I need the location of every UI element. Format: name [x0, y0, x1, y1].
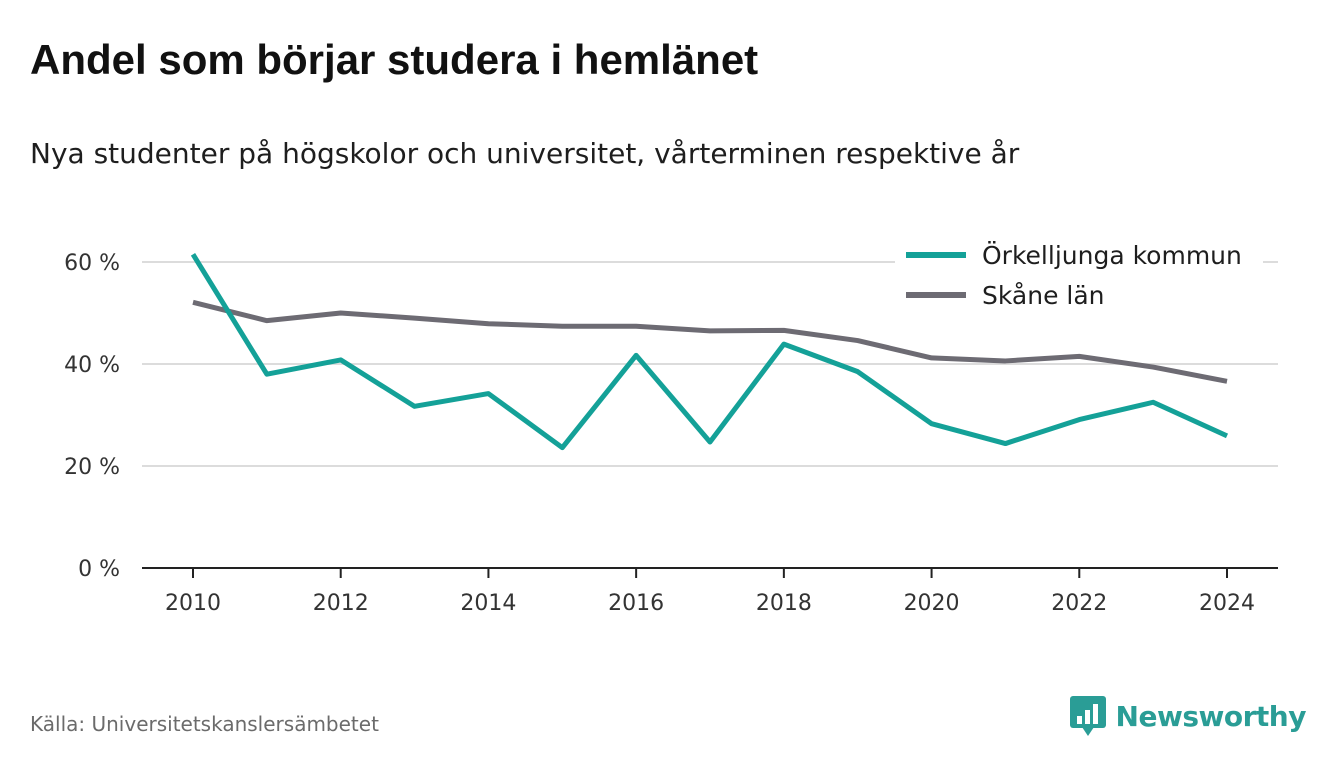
chart-title: Andel som börjar studera i hemlänet [30, 36, 759, 83]
series-line [190, 253, 1229, 451]
x-axis: 2010 2012 2014 2016 2018 2020 2022 2024 [142, 567, 1278, 616]
x-tick-label: 2024 [1199, 591, 1255, 616]
y-tick-label: 20 % [64, 455, 120, 480]
series-lines [190, 253, 1229, 451]
brand-name: Newsworthy [1115, 699, 1307, 733]
x-tick-label: 2010 [165, 591, 221, 616]
y-tick-label: 0 % [78, 557, 120, 582]
series-line [192, 299, 1228, 384]
y-tick-label: 60 % [64, 251, 120, 276]
x-tick-label: 2016 [608, 591, 664, 616]
brand-logo: Newsworthy [1069, 696, 1307, 736]
legend-label: Örkelljunga kommun [982, 241, 1242, 270]
y-tick-label: 40 % [64, 353, 120, 378]
y-axis-tick-labels: 0 % 20 % 40 % 60 % [64, 251, 120, 582]
x-tick-label: 2022 [1051, 591, 1107, 616]
x-tick-label: 2012 [313, 591, 369, 616]
bar-chart-speech-bubble-icon [1069, 696, 1106, 736]
x-tick-label: 2014 [460, 591, 516, 616]
source-note: Källa: Universitetskanslersämbetet [30, 712, 379, 736]
x-tick-label: 2018 [756, 591, 812, 616]
x-tick-label: 2020 [904, 591, 960, 616]
legend-label: Skåne län [982, 281, 1105, 310]
legend: Örkelljunga kommun Skåne län [895, 232, 1263, 318]
chart-subtitle: Nya studenter på högskolor och universit… [30, 137, 1020, 170]
legend-background [895, 232, 1263, 318]
